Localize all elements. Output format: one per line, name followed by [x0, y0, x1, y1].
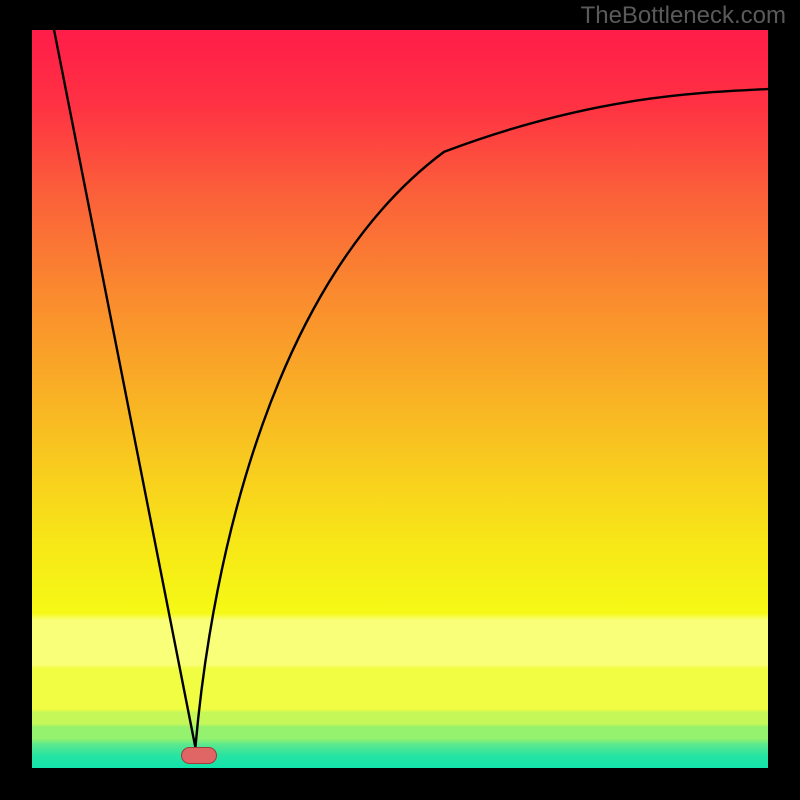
watermark-text: TheBottleneck.com [581, 2, 786, 30]
bottleneck-curve [32, 30, 768, 768]
chart-frame: TheBottleneck.com [0, 0, 800, 800]
vertex-marker [181, 747, 217, 764]
plot-area [32, 30, 768, 768]
